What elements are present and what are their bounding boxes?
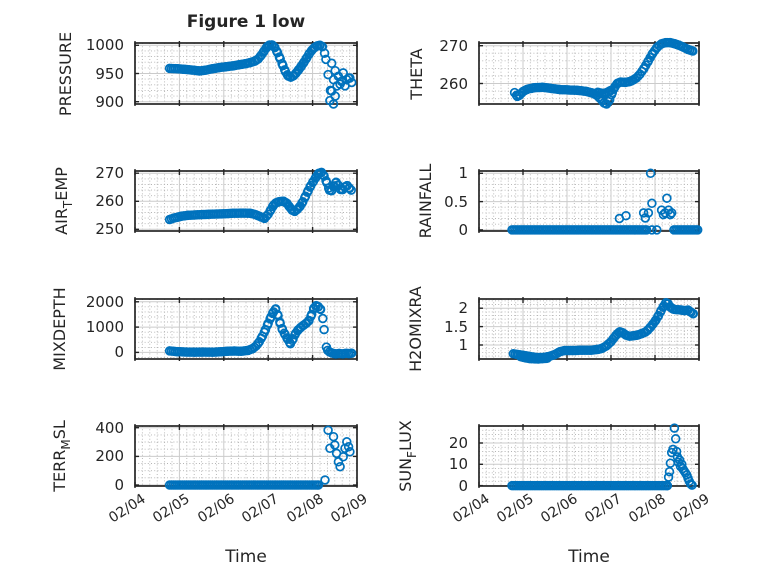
sun-flux-ytick-label: 20 bbox=[448, 434, 468, 453]
sun-flux-plot-area bbox=[478, 423, 700, 491]
sun-flux-ytick-label: 10 bbox=[448, 455, 468, 474]
rainfall-plot-area bbox=[478, 168, 703, 235]
minor-grid bbox=[135, 171, 357, 231]
axes-frame bbox=[134, 298, 358, 360]
major-grid bbox=[479, 426, 699, 487]
data-markers bbox=[164, 425, 355, 490]
axes-frame bbox=[478, 298, 700, 360]
data-markers bbox=[508, 297, 699, 364]
figure-title: Figure 1 low bbox=[186, 12, 306, 32]
axes-frame bbox=[478, 425, 700, 487]
axis-ticks bbox=[478, 297, 700, 361]
mixdepth-ytick-label: 0 bbox=[114, 343, 124, 362]
axis-ticks bbox=[478, 169, 700, 233]
data-markers bbox=[509, 37, 698, 109]
x-axis-label-left: Time bbox=[225, 547, 267, 567]
h2omixra-ytick-label: 2 bbox=[458, 299, 468, 318]
axis-ticks bbox=[478, 424, 700, 488]
sun-flux-ytick-label: 0 bbox=[458, 476, 468, 495]
minor-grid bbox=[479, 171, 699, 231]
h2omixra-ytick-label: 1.5 bbox=[444, 317, 468, 336]
air-temp-ytick-label: 260 bbox=[95, 192, 124, 211]
pressure-plot-area bbox=[134, 40, 358, 109]
data-markers bbox=[507, 423, 697, 491]
mixdepth-ytick-label: 2000 bbox=[85, 292, 124, 311]
terr-msl-ytick-label: 0 bbox=[114, 475, 124, 494]
theta-ytick-label: 270 bbox=[439, 36, 468, 55]
minor-grid bbox=[479, 43, 699, 104]
terr-msl-plot-area bbox=[134, 424, 358, 490]
terr-msl-ytick-label: 200 bbox=[95, 447, 124, 466]
major-grid bbox=[135, 43, 357, 104]
data-markers bbox=[164, 40, 357, 109]
rainfall-ytick-label: 1 bbox=[458, 164, 468, 183]
x-axis-label-right: Time bbox=[568, 547, 610, 567]
air-temp-plot-area bbox=[134, 167, 358, 233]
rainfall-ytick-label: 0 bbox=[458, 220, 468, 239]
data-markers bbox=[164, 167, 356, 225]
theta-plot-area bbox=[478, 37, 700, 109]
pressure-ytick-label: 1000 bbox=[85, 36, 124, 55]
air-temp-ytick-label: 250 bbox=[95, 220, 124, 239]
mixdepth-plot-area bbox=[134, 297, 358, 361]
h2omixra-ytick-label: 1 bbox=[458, 336, 468, 354]
minor-grid bbox=[135, 299, 357, 359]
axis-ticks bbox=[134, 41, 358, 106]
terr-msl-ytick-label: 400 bbox=[95, 418, 124, 437]
mixdepth-ytick-label: 1000 bbox=[85, 318, 124, 337]
minor-grid bbox=[135, 426, 357, 486]
major-grid bbox=[479, 171, 699, 231]
h2omixra-plot-area bbox=[478, 297, 700, 364]
minor-grid bbox=[479, 425, 699, 486]
data-markers bbox=[164, 300, 357, 359]
rainfall-ytick-label: 0.5 bbox=[444, 192, 468, 211]
pressure-ytick-label: 950 bbox=[95, 64, 124, 83]
axes-frame bbox=[478, 42, 700, 105]
data-markers bbox=[507, 168, 703, 235]
axis-ticks bbox=[134, 297, 358, 361]
axes-frame bbox=[478, 170, 700, 232]
theta-ytick-label: 260 bbox=[439, 74, 468, 93]
axis-ticks bbox=[134, 169, 358, 233]
minor-grid bbox=[135, 43, 357, 104]
pressure-ytick-label: 900 bbox=[95, 92, 124, 111]
air-temp-ytick-label: 270 bbox=[95, 164, 124, 183]
